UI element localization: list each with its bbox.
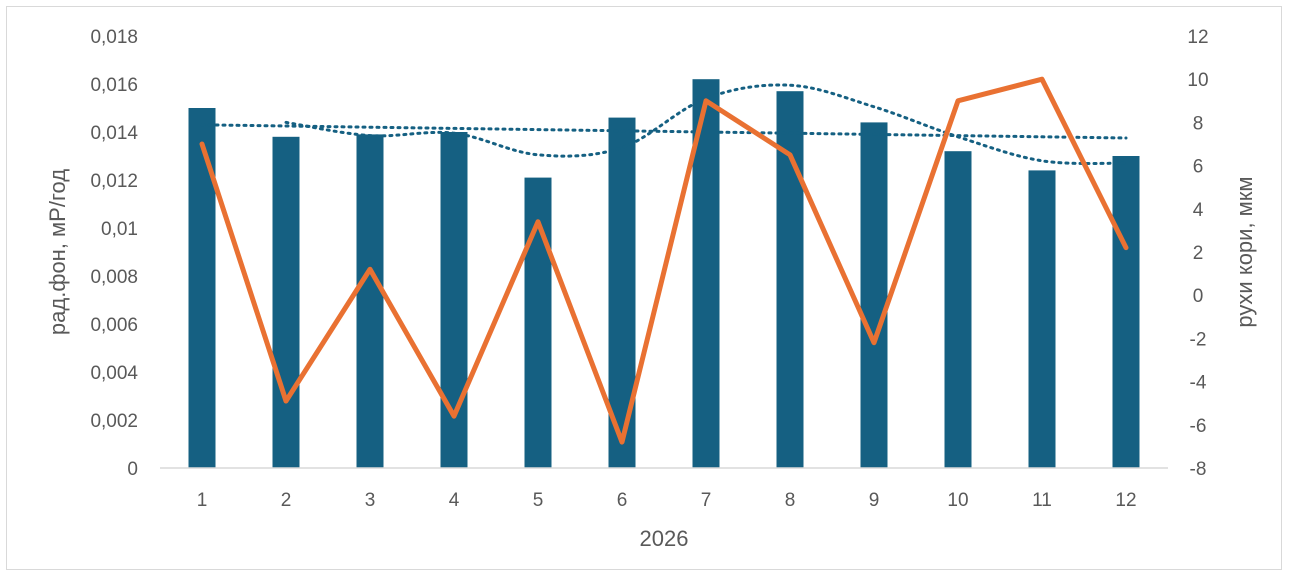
y-tick-label: 0,01 — [101, 219, 138, 240]
y-tick-label: 0,004 — [90, 363, 138, 384]
x-tick-label: 10 — [947, 490, 968, 511]
y2-tick-label: 12 — [1187, 27, 1208, 48]
x-tick-label: 11 — [1032, 490, 1052, 511]
x-tick-label: 7 — [701, 490, 712, 511]
y-axis-right-title: рухи кори, мкм — [1232, 176, 1257, 327]
y2-tick-label: 2 — [1193, 243, 1204, 264]
y-tick-label: 0,002 — [90, 411, 138, 432]
bar-1 — [188, 108, 216, 468]
line-series — [199, 76, 1129, 445]
bar-series — [188, 79, 1140, 469]
x-tick-label: 9 — [869, 490, 880, 511]
linear-trendline — [200, 123, 1128, 140]
y-tick-label: 0,012 — [90, 171, 138, 192]
line-series-path — [199, 76, 1129, 445]
x-tick-label: 8 — [785, 490, 796, 511]
y-axis-left: 0 0,002 0,004 0,006 0,008 0,01 0,012 0,014 0,016… — [90, 27, 138, 480]
y2-tick-label: -4 — [1190, 373, 1207, 394]
bar-10 — [944, 151, 972, 468]
y-tick-label: 0,006 — [90, 315, 138, 336]
bar-3 — [356, 134, 384, 468]
y2-tick-label: 8 — [1193, 113, 1204, 134]
y-axis-left-title: рад.фон, мР/год — [45, 169, 70, 335]
y2-tick-label: 0 — [1193, 286, 1204, 307]
x-axis: 1 2 3 4 5 6 7 8 9 10 11 12 — [197, 490, 1137, 511]
bar-11 — [1028, 170, 1056, 468]
x-tick-label: 1 — [197, 490, 208, 511]
y2-tick-label: -8 — [1190, 459, 1207, 480]
y-tick-label: 0,008 — [90, 267, 138, 288]
bar-9 — [860, 122, 888, 469]
bar-2 — [272, 136, 300, 469]
y2-tick-label: 10 — [1187, 70, 1208, 91]
x-tick-label: 4 — [449, 490, 460, 511]
linear-trendline-path — [200, 123, 1128, 140]
y-tick-label: 0,016 — [90, 75, 138, 96]
y-tick-label: 0,014 — [90, 123, 138, 144]
x-axis-title: 2026 — [640, 526, 689, 551]
y-tick-label: 0 — [127, 459, 138, 480]
y2-tick-label: -2 — [1190, 329, 1207, 350]
chart-frame — [6, 6, 1282, 570]
y-tick-label: 0,018 — [90, 27, 138, 48]
x-tick-label: 12 — [1115, 490, 1136, 511]
bar-12 — [1112, 156, 1140, 468]
y2-tick-label: 6 — [1193, 157, 1204, 178]
x-tick-label: 5 — [533, 490, 544, 511]
x-tick-label: 3 — [365, 490, 376, 511]
y2-tick-label: -6 — [1190, 416, 1207, 437]
x-tick-label: 6 — [617, 490, 628, 511]
x-tick-label: 2 — [281, 490, 292, 511]
y2-tick-label: 4 — [1193, 200, 1204, 221]
y-axis-right: -8 -6 -4 -2 0 2 4 6 8 10 12 — [1187, 27, 1208, 480]
